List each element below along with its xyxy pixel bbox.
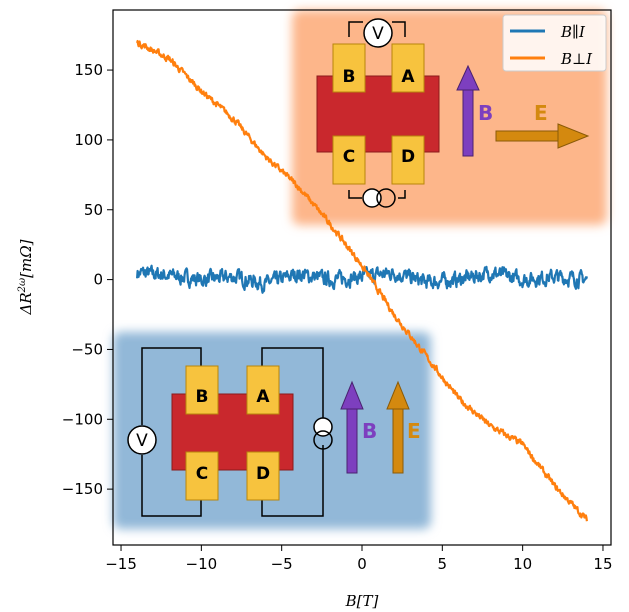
- current-source-icon: [313, 417, 333, 450]
- y-tick-label: 100: [74, 131, 103, 149]
- contact-pad-a: [246, 365, 280, 415]
- contact-pad-d: [391, 135, 425, 185]
- contact-pad-c: [332, 135, 366, 185]
- y-tick-label: −150: [62, 480, 103, 498]
- voltmeter-icon: [363, 18, 393, 48]
- vector-label-e: E: [534, 101, 548, 125]
- magnetic-field-arrow-icon: [456, 64, 480, 157]
- voltmeter-label: V: [372, 24, 384, 44]
- pad-label-a: A: [256, 387, 270, 407]
- legend: B∥I B⊥I: [502, 14, 607, 72]
- vector-label-e: E: [407, 419, 421, 443]
- legend-label-parallel: B∥I: [560, 23, 586, 41]
- inset-bottom-diagram: B A C D V B E: [127, 347, 421, 517]
- pad-label-c: C: [343, 147, 355, 167]
- contact-pad-d: [246, 451, 280, 501]
- pad-label-c: C: [196, 464, 208, 484]
- series-layer: [136, 39, 588, 522]
- series-line-1: [136, 39, 588, 522]
- x-tick-label: −10: [186, 555, 218, 573]
- pad-label-a: A: [401, 67, 415, 87]
- voltmeter-label: V: [136, 431, 148, 451]
- x-tick-label: 0: [357, 555, 367, 573]
- electric-field-arrow-icon: [495, 123, 590, 149]
- series-line-0: [136, 264, 588, 294]
- y-tick-label: 50: [84, 201, 103, 219]
- y-axis-label: ΔR2ω[mΩ]: [17, 239, 35, 315]
- current-source-icon: [362, 188, 396, 208]
- magnetic-field-arrow-icon: [340, 380, 364, 474]
- x-tick-label: 15: [593, 555, 612, 573]
- x-tick-label: −15: [105, 555, 137, 573]
- pad-label-b: B: [196, 387, 209, 407]
- contact-pad-b: [332, 43, 366, 93]
- vector-label-b: B: [362, 419, 377, 443]
- inset-top-diagram: B A C D V B E: [316, 18, 590, 208]
- y-tick-label: −50: [71, 340, 103, 358]
- y-axis: −150 −100 −50 0 50 100 150: [62, 61, 113, 498]
- y-tick-label: 150: [74, 61, 103, 79]
- pad-label-b: B: [343, 67, 356, 87]
- legend-label-perpendicular: B⊥I: [560, 50, 593, 68]
- x-tick-label: 10: [513, 555, 532, 573]
- pad-label-d: D: [401, 147, 415, 167]
- voltmeter-icon: [127, 425, 157, 455]
- x-tick-label: −5: [271, 555, 293, 573]
- vector-label-b: B: [478, 101, 493, 125]
- x-tick-label: 5: [438, 555, 448, 573]
- contact-pad-a: [391, 43, 425, 93]
- x-axis-label: B[T]: [345, 592, 379, 610]
- x-axis: −15 −10 −5 0 5 10 15: [105, 545, 613, 573]
- contact-pad-b: [185, 365, 219, 415]
- contact-pad-c: [185, 451, 219, 501]
- y-tick-label: 0: [93, 271, 103, 289]
- y-tick-label: −100: [62, 410, 103, 428]
- electric-field-arrow-icon: [386, 380, 410, 474]
- pad-label-d: D: [256, 464, 270, 484]
